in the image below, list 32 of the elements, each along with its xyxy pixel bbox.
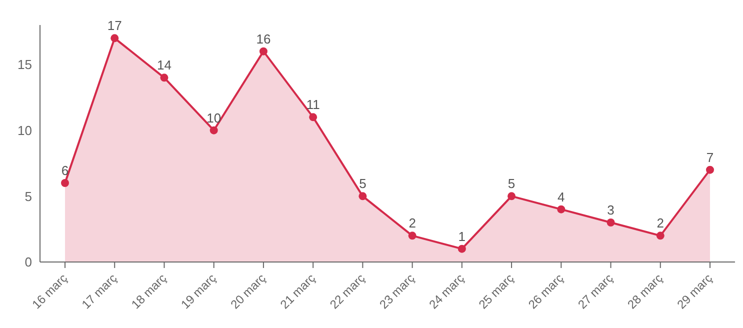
point xyxy=(160,74,168,82)
data-label: 1 xyxy=(458,228,466,244)
data-label: 3 xyxy=(607,202,614,218)
data-label: 5 xyxy=(359,176,366,192)
point xyxy=(259,47,268,56)
y-tick-label: 15 xyxy=(18,57,32,72)
point xyxy=(210,126,218,134)
data-label: 2 xyxy=(656,216,664,231)
y-tick-label: 0 xyxy=(24,254,32,270)
point xyxy=(61,179,69,187)
point xyxy=(458,244,466,253)
y-tick-label: 5 xyxy=(24,188,32,204)
point xyxy=(309,113,318,122)
point xyxy=(656,232,664,240)
data-label: 16 xyxy=(256,31,271,46)
point xyxy=(110,34,119,42)
point xyxy=(606,218,615,226)
data-label: 14 xyxy=(156,58,172,73)
data-label: 11 xyxy=(306,97,320,112)
point xyxy=(706,166,714,174)
data-label: 5 xyxy=(508,176,516,192)
data-label: 10 xyxy=(206,110,222,126)
data-label: 17 xyxy=(107,18,122,34)
point xyxy=(358,192,367,200)
y-tick-label: 10 xyxy=(18,122,32,138)
point xyxy=(408,232,416,240)
data-label: 2 xyxy=(408,216,416,231)
data-label: 6 xyxy=(61,163,69,178)
point xyxy=(557,205,566,214)
data-label: 4 xyxy=(558,189,565,204)
data-label: 7 xyxy=(706,150,714,165)
point xyxy=(508,192,516,200)
